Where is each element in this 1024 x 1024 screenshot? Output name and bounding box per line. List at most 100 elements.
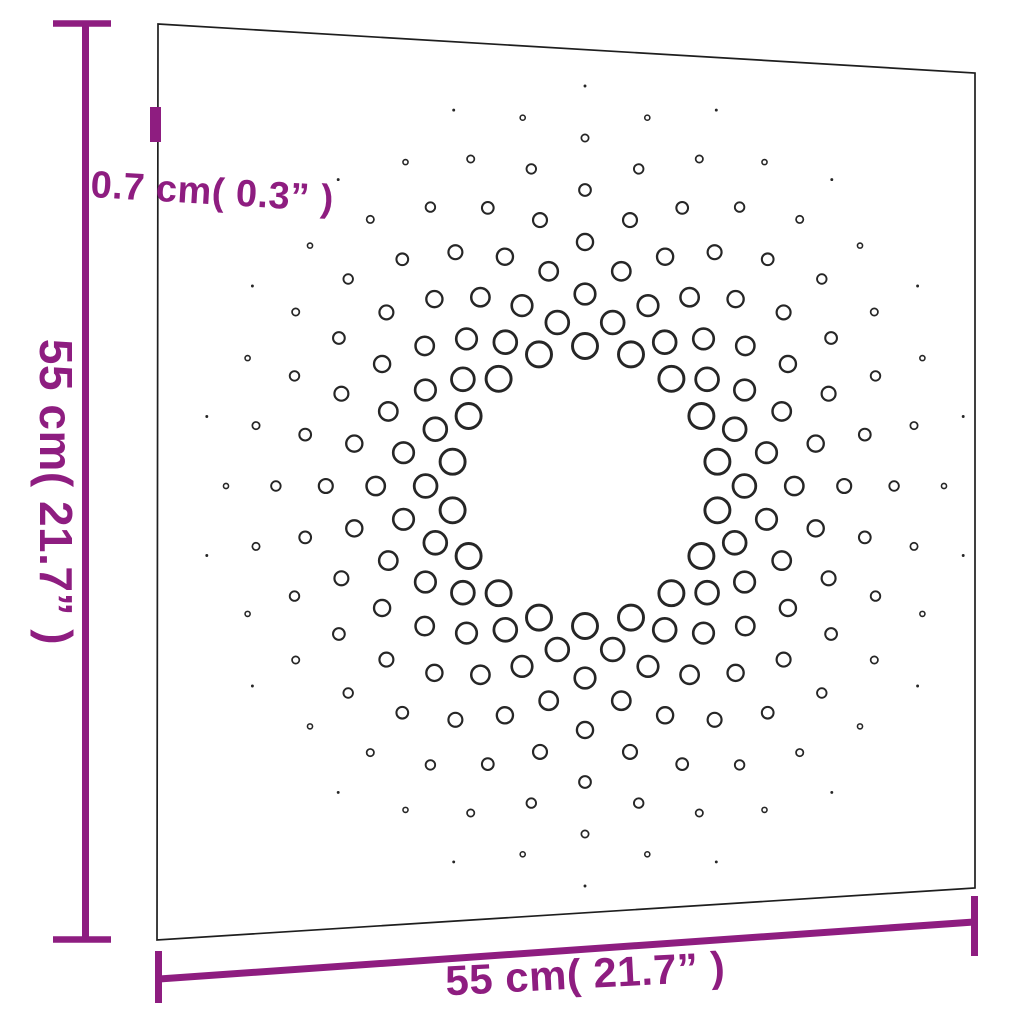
pattern-dot xyxy=(778,354,798,374)
pattern-dot xyxy=(657,579,686,608)
pattern-dot xyxy=(909,421,919,431)
pattern-dot xyxy=(857,427,872,442)
pattern-dot xyxy=(525,163,537,175)
pattern-dot xyxy=(378,304,395,321)
pattern-dot xyxy=(205,554,209,557)
pattern-dot xyxy=(391,441,416,465)
pattern-dot xyxy=(694,579,720,606)
pattern-dot xyxy=(469,286,491,308)
pattern-dot xyxy=(691,621,716,645)
pattern-dot xyxy=(575,720,595,740)
pattern-dot xyxy=(425,289,444,309)
pattern-dot xyxy=(617,603,645,632)
pattern-dot xyxy=(365,748,375,758)
pattern-dot xyxy=(531,743,549,760)
pattern-dot xyxy=(425,663,444,683)
pattern-dot xyxy=(734,615,756,637)
pattern-dot xyxy=(754,507,779,531)
height-label: 55 cm( 21.7” ) xyxy=(30,339,82,645)
pattern-dot xyxy=(706,711,723,728)
pattern-dot xyxy=(480,757,495,771)
pattern-dot xyxy=(869,307,879,317)
width-label: 55 cm( 21.7” ) xyxy=(444,943,726,1005)
pattern-dot xyxy=(414,335,436,357)
pattern-dot xyxy=(573,666,597,690)
pattern-dot xyxy=(544,636,571,663)
pattern-dot xyxy=(583,84,587,88)
pattern-dot xyxy=(655,706,675,725)
pattern-dot xyxy=(869,655,879,665)
pattern-dot xyxy=(599,309,626,336)
pattern-dot xyxy=(771,400,793,422)
pattern-dot xyxy=(580,133,590,143)
pattern-dot xyxy=(617,340,645,369)
pattern-dot xyxy=(332,627,346,641)
pattern-dot xyxy=(721,530,748,556)
pattern-dot xyxy=(633,163,645,175)
pattern-dot xyxy=(775,304,792,321)
pattern-dot xyxy=(395,252,410,267)
pattern-dot xyxy=(422,416,449,442)
pattern-dot xyxy=(450,366,476,393)
pattern-dot xyxy=(733,201,746,213)
pattern-dot xyxy=(391,507,416,531)
pattern-dot xyxy=(775,651,792,668)
pattern-dot xyxy=(332,331,346,345)
pattern-dot xyxy=(342,273,354,285)
pattern-dot xyxy=(519,114,527,122)
pattern-dot xyxy=(580,829,590,839)
pattern-dot xyxy=(916,684,920,688)
pattern-dot xyxy=(538,690,560,712)
pattern-dot xyxy=(726,663,745,683)
pattern-dot xyxy=(714,108,718,112)
pattern-dot xyxy=(291,655,301,665)
pattern-dot xyxy=(675,757,690,771)
pattern-dot xyxy=(806,519,825,538)
pattern-dot xyxy=(525,603,553,632)
pattern-dot xyxy=(754,441,779,465)
pattern-dot xyxy=(510,654,534,679)
pattern-dot xyxy=(205,415,209,418)
pattern-dot xyxy=(422,530,449,556)
pattern-dot xyxy=(856,723,864,730)
pattern-dot xyxy=(687,402,716,430)
pattern-dot xyxy=(726,289,745,309)
pattern-dot xyxy=(480,201,495,215)
pattern-dot xyxy=(961,554,965,557)
thickness-tick xyxy=(150,107,161,142)
pattern-dot xyxy=(687,542,716,570)
pattern-dot xyxy=(919,610,926,618)
pattern-dot xyxy=(691,327,716,351)
pattern-dot xyxy=(760,705,775,720)
pattern-dot xyxy=(732,378,757,402)
pattern-dot xyxy=(222,482,230,490)
pattern-dot xyxy=(492,617,519,643)
pattern-dot xyxy=(544,309,571,336)
pattern-dot xyxy=(733,759,746,771)
pattern-dot xyxy=(244,354,251,362)
pattern-dot xyxy=(336,178,340,182)
height-dimension: 55 cm( 21.7” ) xyxy=(30,20,111,943)
pattern-dot xyxy=(961,415,965,418)
pattern-dot xyxy=(495,706,515,725)
pattern-dot xyxy=(761,158,768,166)
pattern-dot xyxy=(919,354,926,362)
pattern-dot xyxy=(466,154,476,164)
pattern-dot xyxy=(288,590,301,602)
pattern-dot xyxy=(571,332,599,360)
pattern-dot xyxy=(621,212,639,229)
pattern-dot xyxy=(651,617,678,643)
pattern-dot xyxy=(298,530,313,545)
pattern-dot xyxy=(333,570,350,587)
pattern-dot xyxy=(424,759,437,771)
pattern-dot xyxy=(721,416,748,442)
pattern-dot xyxy=(454,402,483,430)
pattern-dot xyxy=(306,723,314,730)
pattern-dot xyxy=(345,519,364,538)
pattern-dot xyxy=(633,797,645,809)
pattern-dot xyxy=(298,427,313,442)
pattern-dot xyxy=(412,473,439,499)
pattern-dot xyxy=(492,329,519,355)
